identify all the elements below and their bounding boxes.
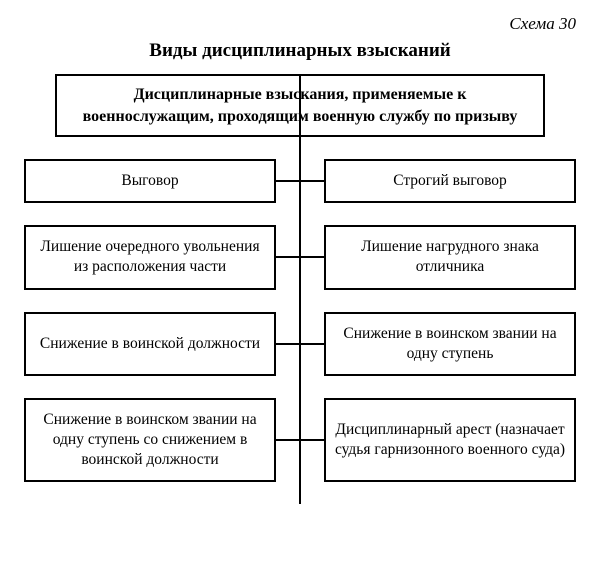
tree-row: Снижение в воинском звании на одну ступе… xyxy=(24,398,576,482)
diagram-title: Виды дисциплинарных взысканий xyxy=(24,40,576,62)
tree-node-right: Дисциплинарный арест (назначает судья га… xyxy=(324,398,576,482)
tree-node-left: Выговор xyxy=(24,159,276,203)
connector xyxy=(276,343,324,345)
scheme-number-label: Схема 30 xyxy=(24,14,576,34)
tree-node-left: Снижение в воинской должности xyxy=(24,312,276,376)
tree-row: Выговор Строгий выговор xyxy=(24,159,576,203)
tree-node-right: Лишение нагрудного знака отличника xyxy=(324,225,576,289)
tree-node-right: Строгий выговор xyxy=(324,159,576,203)
tree-node-right: Снижение в воинском звании на одну ступе… xyxy=(324,312,576,376)
tree-row: Снижение в воинской должности Снижение в… xyxy=(24,312,576,376)
tree-node-left: Лишение очередного увольнения из располо… xyxy=(24,225,276,289)
tree-diagram: Дисциплинарные взыскания, применяемые к … xyxy=(24,74,576,482)
tree-row: Лишение очередного увольнения из располо… xyxy=(24,225,576,289)
tree-node-left: Снижение в воинском звании на одну ступе… xyxy=(24,398,276,482)
connector xyxy=(276,256,324,258)
connector xyxy=(276,180,324,182)
connector xyxy=(276,439,324,441)
